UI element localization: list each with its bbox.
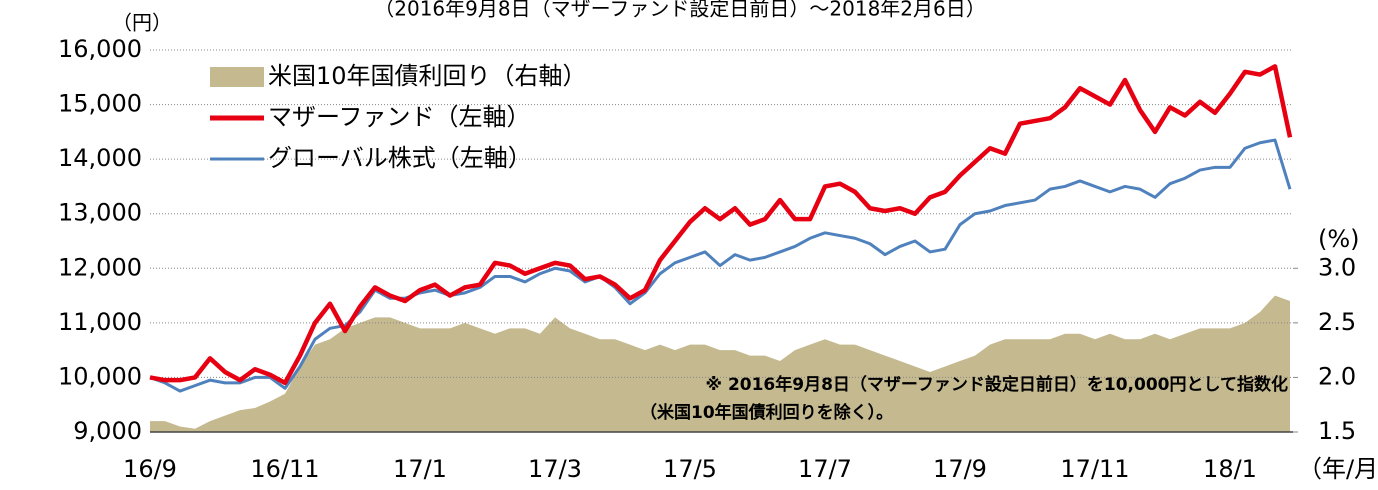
y-tick-label: 11,000	[58, 308, 142, 336]
y2-axis-label: (%)	[1318, 225, 1360, 253]
y2-tick-label: 3.0	[1318, 253, 1356, 281]
legend-swatch	[210, 67, 264, 87]
x-tick-label: 18/1	[1203, 455, 1257, 483]
y-tick-label: 10,000	[58, 362, 142, 390]
x-tick-label: 16/11	[250, 455, 319, 483]
y-tick-label: 9,000	[73, 417, 142, 445]
y-tick-label: 16,000	[58, 35, 142, 63]
x-tick-label: 17/3	[528, 455, 582, 483]
y-axis-label: （円）	[112, 11, 172, 35]
note: ※ 2016年9月8日（マザーファンド設定日前日）を10,000円として指数化	[706, 374, 1289, 395]
x-tick-label: 16/9	[123, 455, 177, 483]
x-axis-label: （年/月）	[1298, 455, 1378, 483]
chart-title: （2016年9月8日（マザーファンド設定日前日）～2018年2月6日）	[374, 0, 986, 21]
legend-label: マザーファンド（左軸）	[268, 103, 531, 131]
y2-tick-label: 2.5	[1318, 308, 1356, 336]
x-tick-label: 17/7	[798, 455, 852, 483]
y-tick-label: 12,000	[58, 253, 142, 281]
x-tick-label: 17/11	[1060, 455, 1129, 483]
legend-label: グローバル株式（左軸）	[268, 144, 532, 172]
area	[150, 295, 1290, 432]
x-tick-label: 17/5	[663, 455, 717, 483]
y2-tick-label: 1.5	[1318, 417, 1356, 445]
note: （米国10年国債利回りを除く）。	[640, 402, 893, 423]
x-tick-label: 17/9	[933, 455, 987, 483]
y-tick-label: 15,000	[58, 90, 142, 118]
x-tick-label: 17/1	[393, 455, 447, 483]
y-tick-label: 14,000	[58, 144, 142, 172]
line	[149, 64, 1293, 386]
y-tick-label: 13,000	[58, 199, 142, 227]
legend-label: 米国10年国債利回り（右軸）	[268, 62, 587, 90]
y2-tick-label: 2.0	[1318, 362, 1356, 390]
